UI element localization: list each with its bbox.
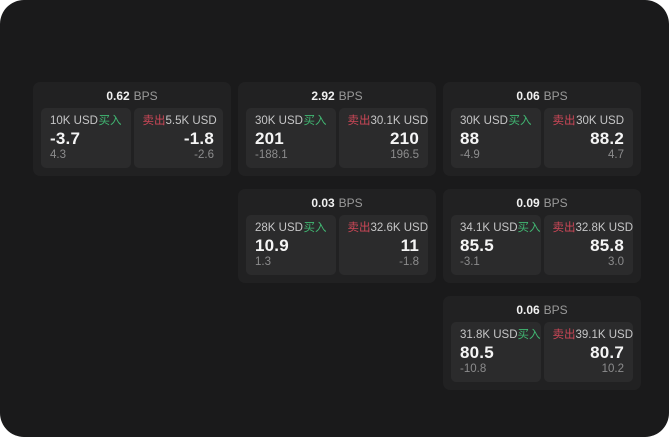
buy-delta: -188.1 — [255, 149, 288, 161]
bps-header: 0.06 BPS — [451, 88, 633, 104]
bps-value: 0.03 — [311, 196, 335, 210]
quote-board: 0.62 BPS 10K USD 买入 -3.7 4.3 卖出 5.5K USD — [33, 82, 641, 390]
buy-amount: 31.8K USD — [460, 329, 518, 341]
buy-amount: 30K USD — [255, 115, 303, 127]
buy-side-label: 买入 — [303, 115, 327, 127]
sell-side-label: 卖出 — [142, 115, 166, 127]
sell-side-label: 卖出 — [347, 115, 371, 127]
buy-panel[interactable]: 30K USD 买入 88 -4.9 — [451, 108, 541, 168]
quote-card[interactable]: 2.92 BPS 30K USD 买入 201 -188.1 卖出 30.1K … — [238, 82, 436, 176]
quote-card[interactable]: 0.62 BPS 10K USD 买入 -3.7 4.3 卖出 5.5K USD — [33, 82, 231, 176]
bps-value: 0.06 — [516, 89, 540, 103]
sell-delta: -2.6 — [194, 149, 214, 161]
bps-unit-label: BPS — [133, 89, 158, 103]
buy-panel[interactable]: 30K USD 买入 201 -188.1 — [246, 108, 336, 168]
sell-panel[interactable]: 卖出 39.1K USD 80.7 10.2 — [543, 322, 634, 382]
bps-value: 0.09 — [516, 196, 540, 210]
buy-panel[interactable]: 34.1K USD 买入 85.5 -3.1 — [451, 215, 541, 275]
sell-panel[interactable]: 卖出 32.8K USD 85.8 3.0 — [543, 215, 634, 275]
buy-price: 80.5 — [460, 342, 494, 362]
bps-header: 0.09 BPS — [451, 195, 633, 211]
buy-side-label: 买入 — [508, 115, 532, 127]
bps-unit-label: BPS — [543, 303, 568, 317]
buy-amount: 34.1K USD — [460, 222, 518, 234]
quote-card[interactable]: 0.03 BPS 28K USD 买入 10.9 1.3 卖出 32.6K US… — [238, 189, 436, 283]
buy-side-label: 买入 — [517, 329, 541, 341]
quote-card[interactable]: 0.09 BPS 34.1K USD 买入 85.5 -3.1 卖出 32.8K… — [443, 189, 641, 283]
sell-amount: 32.6K USD — [370, 222, 429, 234]
sell-panel[interactable]: 卖出 32.6K USD 11 -1.8 — [338, 215, 429, 275]
sell-price: 11 — [400, 235, 419, 255]
buy-delta: 1.3 — [255, 256, 271, 268]
sell-price: 85.8 — [590, 235, 624, 255]
sell-price: -1.8 — [183, 128, 214, 148]
sell-panel[interactable]: 卖出 30.1K USD 210 196.5 — [338, 108, 429, 168]
sell-delta: 4.7 — [608, 149, 624, 161]
bps-header: 0.06 BPS — [451, 302, 633, 318]
sell-side-label: 卖出 — [552, 329, 576, 341]
sell-price: 88.2 — [590, 128, 624, 148]
buy-delta: -10.8 — [460, 363, 487, 375]
bps-header: 0.62 BPS — [41, 88, 223, 104]
buy-panel[interactable]: 28K USD 买入 10.9 1.3 — [246, 215, 336, 275]
buy-price: -3.7 — [50, 128, 81, 148]
buy-panel[interactable]: 31.8K USD 买入 80.5 -10.8 — [451, 322, 541, 382]
sell-side-label: 卖出 — [347, 222, 371, 234]
quote-card[interactable]: 0.06 BPS 30K USD 买入 88 -4.9 卖出 30K USD — [443, 82, 641, 176]
buy-panel[interactable]: 10K USD 买入 -3.7 4.3 — [41, 108, 131, 168]
buy-price: 88 — [460, 128, 480, 148]
bps-value: 0.06 — [516, 303, 540, 317]
buy-price: 85.5 — [460, 235, 494, 255]
sell-amount: 5.5K USD — [165, 115, 217, 127]
buy-delta: -4.9 — [460, 149, 480, 161]
sell-amount: 30.1K USD — [370, 115, 429, 127]
sell-side-label: 卖出 — [552, 222, 576, 234]
buy-side-label: 买入 — [303, 222, 327, 234]
buy-side-label: 买入 — [517, 222, 541, 234]
sell-delta: -1.8 — [399, 256, 419, 268]
buy-amount: 28K USD — [255, 222, 303, 234]
bps-value: 2.92 — [311, 89, 335, 103]
sell-delta: 196.5 — [390, 149, 419, 161]
buy-amount: 10K USD — [50, 115, 98, 127]
sell-price: 80.7 — [590, 342, 624, 362]
sell-panel[interactable]: 卖出 5.5K USD -1.8 -2.6 — [133, 108, 223, 168]
bps-unit-label: BPS — [543, 89, 568, 103]
sell-price: 210 — [390, 128, 419, 148]
sell-amount: 30K USD — [576, 115, 624, 127]
buy-delta: 4.3 — [50, 149, 66, 161]
sell-amount: 32.8K USD — [575, 222, 634, 234]
quote-card[interactable]: 0.06 BPS 31.8K USD 买入 80.5 -10.8 卖出 39.1… — [443, 296, 641, 390]
bps-unit-label: BPS — [543, 196, 568, 210]
bps-unit-label: BPS — [338, 196, 363, 210]
sell-side-label: 卖出 — [552, 115, 576, 127]
buy-price: 201 — [255, 128, 284, 148]
bps-header: 2.92 BPS — [246, 88, 428, 104]
bps-unit-label: BPS — [338, 89, 363, 103]
buy-delta: -3.1 — [460, 256, 480, 268]
bps-value: 0.62 — [106, 89, 130, 103]
buy-side-label: 买入 — [98, 115, 122, 127]
buy-amount: 30K USD — [460, 115, 508, 127]
sell-delta: 10.2 — [601, 363, 624, 375]
buy-price: 10.9 — [255, 235, 289, 255]
sell-delta: 3.0 — [608, 256, 624, 268]
sell-amount: 39.1K USD — [575, 329, 634, 341]
bps-header: 0.03 BPS — [246, 195, 428, 211]
sell-panel[interactable]: 卖出 30K USD 88.2 4.7 — [543, 108, 633, 168]
